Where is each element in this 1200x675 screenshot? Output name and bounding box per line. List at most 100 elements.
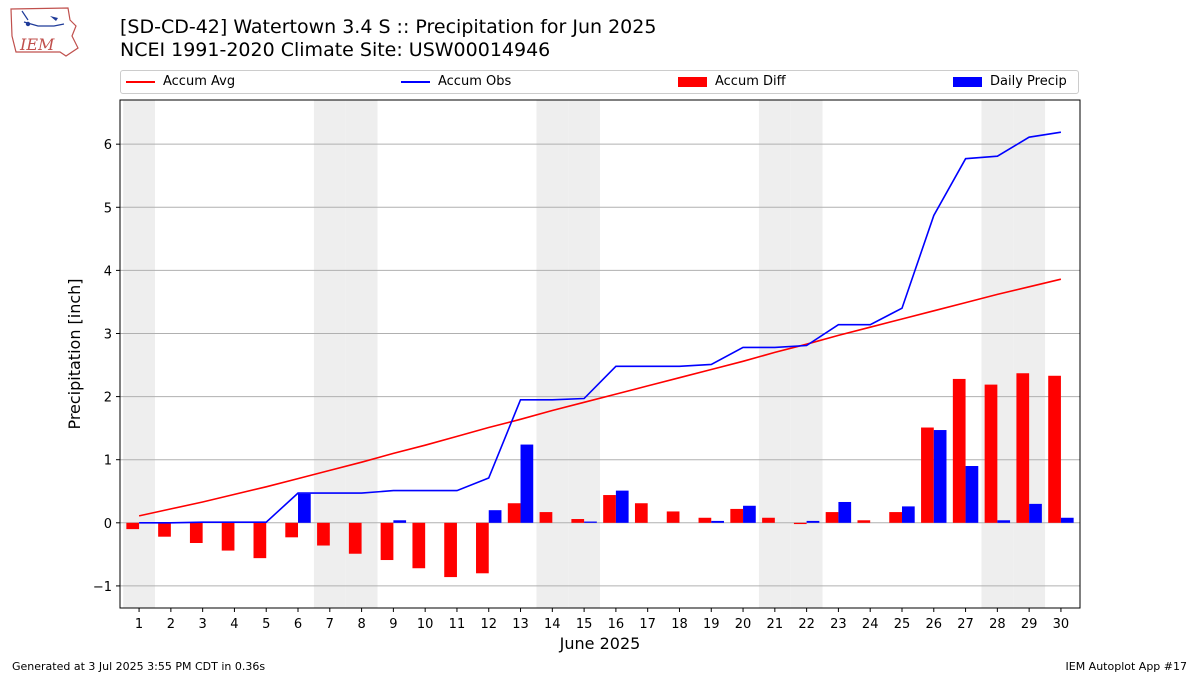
- bar-accum-diff: [507, 503, 521, 523]
- y-tick-label: 2: [104, 391, 112, 406]
- line-accum-obs: [139, 131, 1062, 524]
- x-tick-label: 7: [326, 617, 334, 632]
- line-series: [138, 131, 1062, 524]
- bar-accum-diff: [634, 503, 648, 523]
- footer-generated: Generated at 3 Jul 2025 3:55 PM CDT in 0…: [12, 660, 266, 673]
- weekend-band: [758, 100, 791, 608]
- chart-title: [SD-CD-42] Watertown 3.4 S :: Precipitat…: [120, 16, 657, 38]
- y-tick-label: 6: [104, 138, 112, 153]
- bar-accum-diff: [539, 512, 553, 523]
- x-tick-label: 9: [389, 617, 397, 632]
- x-tick-label: 22: [798, 617, 815, 632]
- bar-accum-diff: [857, 520, 871, 523]
- x-tick-label: 14: [544, 617, 561, 632]
- bar-accum-diff: [253, 522, 267, 559]
- bar-accum-diff: [921, 427, 934, 523]
- bar-daily-precip: [933, 430, 947, 523]
- bar-accum-diff: [348, 522, 362, 554]
- bar-accum-diff: [412, 522, 426, 569]
- x-tick-label: 17: [639, 617, 656, 632]
- x-tick-label: 12: [480, 617, 497, 632]
- y-tick-label: 0: [104, 517, 112, 532]
- bar-accum-diff: [221, 522, 235, 551]
- bar-accum-diff: [285, 522, 299, 538]
- bar-daily-precip: [1029, 503, 1042, 523]
- bar-accum-diff: [380, 522, 394, 561]
- x-tick-label: 2: [167, 617, 175, 632]
- x-tick-label: 13: [512, 617, 529, 632]
- chart-legend: Accum Avg Accum Obs Accum Diff Daily Pre…: [120, 70, 1079, 94]
- bar-accum-diff: [762, 517, 775, 523]
- legend-item-accum-diff: Accum Diff: [678, 74, 786, 89]
- bar-accum-diff: [126, 522, 140, 530]
- y-tick-label: −1: [93, 580, 112, 595]
- svg-text:IEM: IEM: [19, 35, 55, 54]
- bar-accum-diff: [444, 522, 457, 578]
- bar-accum-diff: [571, 519, 585, 523]
- y-tick-label: 3: [104, 327, 112, 342]
- x-tick-label: 6: [294, 617, 302, 632]
- bar-daily-precip: [743, 505, 756, 523]
- bar-accum-diff: [825, 512, 839, 523]
- x-tick-label: 11: [449, 617, 466, 632]
- x-tick-label: 26: [926, 617, 943, 632]
- x-tick-label: 19: [703, 617, 720, 632]
- bar-daily-precip: [584, 521, 597, 523]
- legend-label: Accum Obs: [438, 74, 512, 89]
- bar-daily-precip: [393, 520, 407, 523]
- legend-label: Accum Diff: [715, 74, 786, 89]
- x-tick-label: 25: [894, 617, 911, 632]
- bar-accum-diff: [730, 508, 744, 523]
- weekend-band: [123, 100, 155, 608]
- x-tick-label: 28: [989, 617, 1006, 632]
- legend-item-accum-avg: Accum Avg: [126, 74, 235, 89]
- iem-logo: IEM: [10, 7, 79, 57]
- x-tick-label: 15: [576, 617, 593, 632]
- x-tick-label: 4: [230, 617, 238, 632]
- y-tick-label: 5: [104, 201, 112, 216]
- chart-subtitle: NCEI 1991-2020 Climate Site: USW00014946: [120, 39, 551, 61]
- bar-accum-diff: [889, 512, 902, 523]
- plot-frame: [119, 99, 1081, 609]
- bar-daily-precip: [711, 520, 724, 523]
- bar-daily-precip: [997, 520, 1011, 523]
- bar-accum-diff: [666, 511, 680, 523]
- y-axis-label: Precipitation [inch]: [65, 278, 84, 429]
- x-tick-label: 29: [1021, 617, 1038, 632]
- bar-daily-precip: [615, 490, 629, 523]
- x-tick-label: 27: [957, 617, 974, 632]
- bar-accum-diff: [158, 522, 171, 537]
- bar-daily-precip: [520, 444, 534, 523]
- line-accum-avg: [138, 278, 1062, 517]
- legend-swatch: [401, 80, 430, 83]
- x-tick-label: 16: [608, 617, 625, 632]
- footer-app: IEM Autoplot App #17: [1065, 660, 1188, 673]
- x-tick-label: 21: [767, 617, 784, 632]
- x-tick-label: 20: [735, 617, 752, 632]
- bar-accum-diff: [317, 522, 330, 546]
- x-tick-label: 18: [671, 617, 688, 632]
- weekend-band: [568, 100, 600, 608]
- legend-label: Daily Precip: [990, 74, 1067, 89]
- legend-swatch: [678, 76, 707, 87]
- bar-accum-diff: [1016, 373, 1030, 523]
- weekend-band: [981, 100, 1014, 608]
- y-gridlines: [120, 143, 1080, 587]
- bar-accum-diff: [984, 384, 998, 523]
- bar-daily-precip: [298, 493, 311, 523]
- bar-daily-precip: [901, 506, 915, 523]
- bar-accum-diff: [189, 522, 203, 544]
- weekend-band: [1013, 100, 1046, 608]
- y-tick-label: 1: [104, 454, 112, 469]
- bar-accum-diff: [603, 495, 616, 523]
- bar-accum-diff: [952, 378, 966, 523]
- legend-label: Accum Avg: [163, 74, 236, 89]
- legend-item-daily-precip: Daily Precip: [953, 74, 1067, 89]
- x-axis-label: June 2025: [559, 634, 641, 653]
- bar-accum-diff: [1048, 375, 1061, 523]
- bar-daily-precip: [1060, 517, 1074, 523]
- legend-swatch: [126, 80, 155, 83]
- bar-daily-precip: [965, 466, 979, 523]
- weekend-band: [536, 100, 569, 608]
